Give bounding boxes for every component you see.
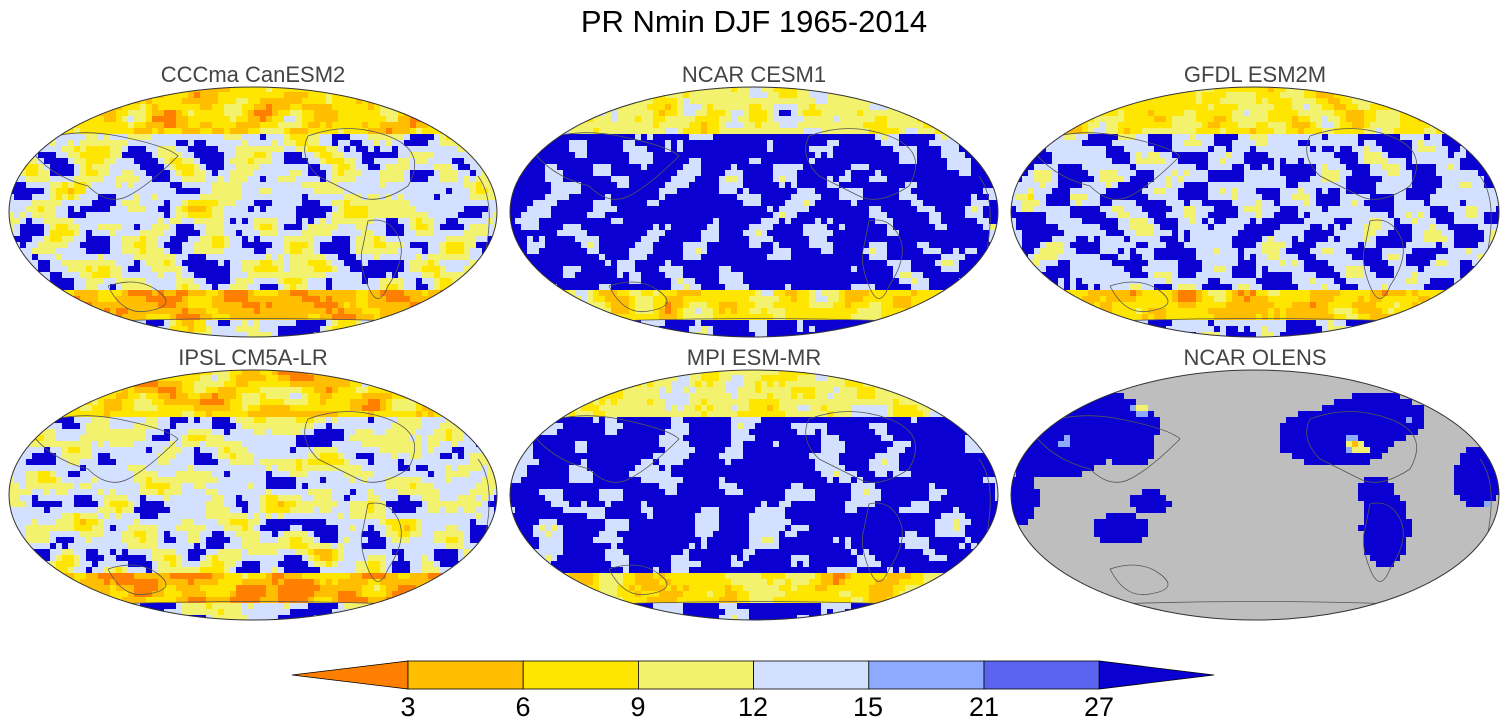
precip-field — [9, 87, 497, 337]
map-outline — [1010, 369, 1500, 621]
map-panel-6 — [1010, 369, 1500, 621]
map-panel-1 — [8, 86, 498, 338]
panel-title-3: GFDL ESM2M — [1183, 62, 1327, 87]
map-outline — [509, 86, 999, 338]
map-panel-2 — [509, 86, 999, 338]
colorbar-segment — [753, 660, 870, 690]
colorbar-max-arrow — [1098, 660, 1215, 690]
colorbar-tick-label: 9 — [630, 692, 646, 722]
precip-field — [1011, 87, 1499, 337]
precip-field — [510, 87, 998, 337]
colorbar-tick-label: 21 — [968, 692, 1000, 722]
colorbar-segment — [638, 660, 755, 690]
colorbar-tick-label: 15 — [852, 692, 884, 722]
map-panel-3 — [1010, 86, 1500, 338]
colorbar-segment — [868, 660, 985, 690]
panel-title-2: NCAR CESM1 — [681, 62, 827, 87]
map-panel-4 — [8, 369, 498, 621]
map-panel-5 — [509, 369, 999, 621]
panel-title-4: IPSL CM5A-LR — [178, 345, 328, 370]
colorbar-tick-label: 12 — [737, 692, 769, 722]
map-outline — [509, 369, 999, 621]
panel-title-5: MPI ESM-MR — [686, 345, 822, 370]
colorbar-segment — [983, 660, 1100, 690]
colorbar-segment — [407, 660, 524, 690]
colorbar-min-arrow — [291, 660, 409, 690]
colorbar-segment — [522, 660, 639, 690]
panel-title-1: CCCma CanESM2 — [160, 62, 346, 87]
figure-title: PR Nmin DJF 1965-2014 — [580, 4, 928, 39]
panel-title-6: NCAR OLENS — [1183, 345, 1327, 370]
colorbar-tick-label: 27 — [1083, 692, 1115, 722]
precip-field — [9, 370, 497, 620]
colorbar-tick-label: 6 — [515, 692, 531, 722]
precip-field — [510, 370, 998, 620]
precip-field — [1011, 370, 1499, 620]
map-outline — [1010, 86, 1500, 338]
map-outline — [8, 369, 498, 621]
map-outline — [8, 86, 498, 338]
colorbar-tick-label: 3 — [400, 692, 416, 722]
